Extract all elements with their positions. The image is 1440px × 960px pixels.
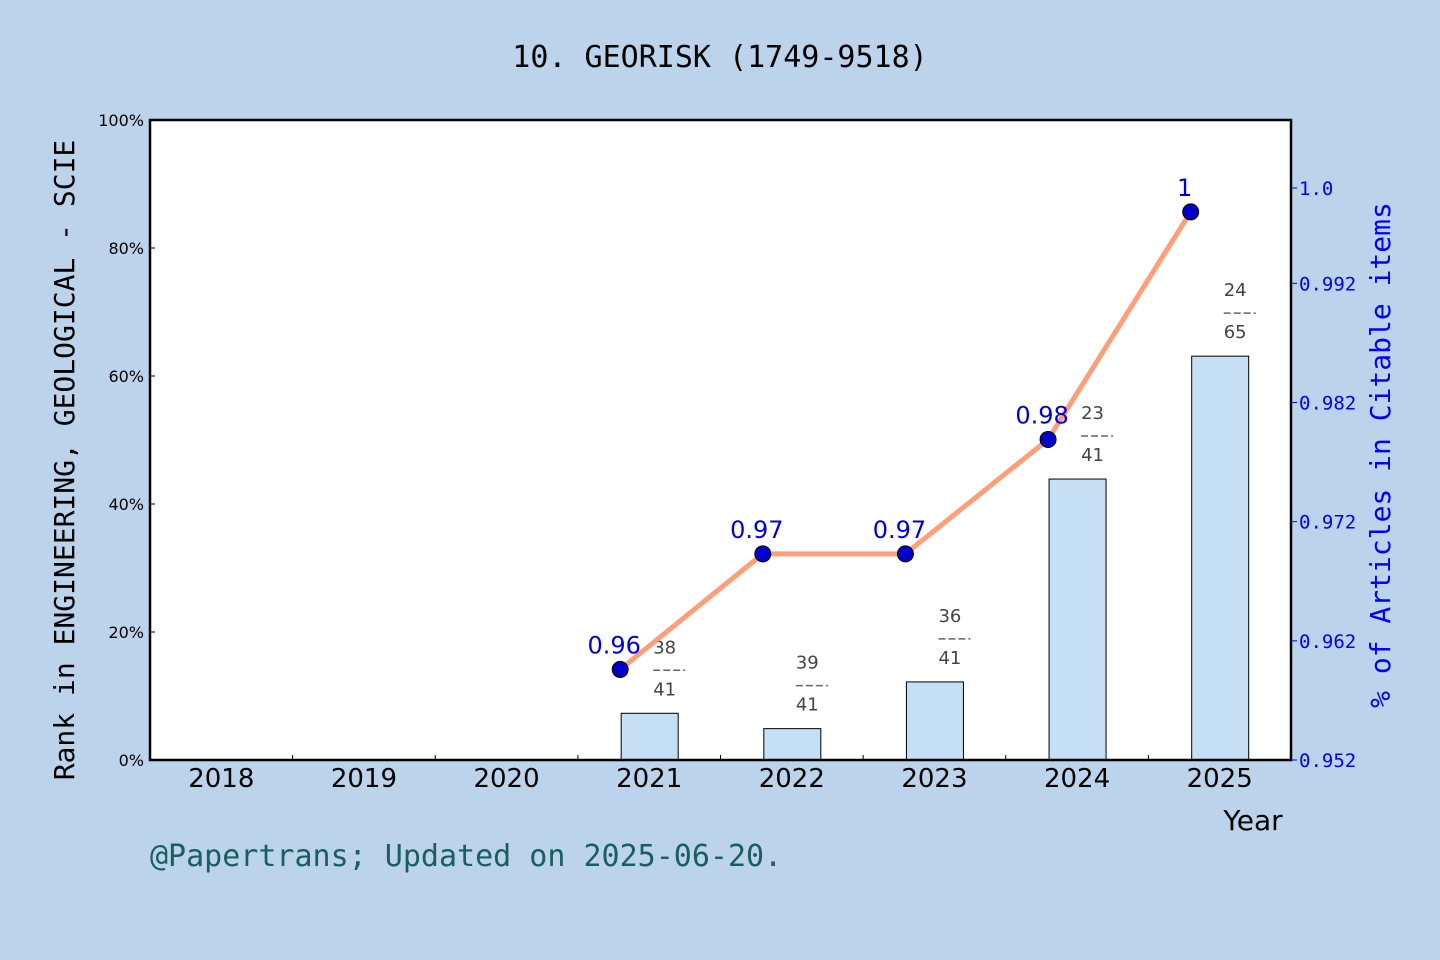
bar-total-label: 41 (1081, 445, 1104, 466)
bar-2025 (1191, 355, 1250, 761)
bar-total-label: 65 (1224, 322, 1247, 343)
y2-tick-label: 0.982 (1299, 393, 1356, 415)
bar-rank-label: 38 (653, 637, 676, 658)
x-tick-label: 2024 (1044, 764, 1110, 794)
y2-tick-label: 0.972 (1299, 512, 1356, 534)
x-tick-label: 2021 (616, 764, 682, 794)
y-tick-label: 20% (108, 623, 144, 642)
chart-title: 10. GEORISK (1749-9518) (512, 40, 927, 75)
bar-2021 (620, 712, 679, 761)
line-point-label: 0.97 (730, 516, 783, 544)
y2-tick-label: 0.952 (1299, 750, 1356, 772)
bar-total-label: 41 (938, 648, 961, 669)
line-point-label: 0.97 (873, 516, 926, 544)
y-tick-label: 60% (108, 367, 144, 386)
x-tick-label: 2022 (759, 764, 825, 794)
y-axis-label: Rank in ENGINEERING, GEOLOGICAL - SCIE (48, 140, 81, 781)
line-point-label: 0.98 (1015, 401, 1068, 429)
line-point-2025 (1182, 203, 1200, 221)
line-point-2024 (1039, 430, 1057, 448)
bar-2024 (1048, 478, 1107, 761)
y-tick-label: 80% (108, 239, 144, 258)
y2-tick-label: 0.962 (1299, 631, 1356, 653)
x-tick-label: 2018 (188, 764, 254, 794)
y2-axis-label: % of Articles in Citable items (1364, 202, 1397, 708)
y-tick-label: 40% (108, 495, 144, 514)
line-point-2023 (896, 545, 914, 563)
y-tick-label: 0% (119, 751, 144, 770)
bar-2022 (763, 728, 822, 761)
y2-tick-label: 1.0 (1299, 178, 1333, 200)
x-axis-label: Year (1222, 804, 1283, 837)
x-tick-label: 2025 (1187, 764, 1253, 794)
bar-total-label: 41 (796, 695, 819, 716)
line-point-2021 (611, 660, 629, 678)
x-tick-label: 2020 (473, 764, 539, 794)
line-point-label: 0.96 (587, 631, 640, 659)
bar-rank-label: 36 (938, 606, 961, 627)
x-tick-label: 2019 (331, 764, 397, 794)
y-tick-label: 100% (98, 111, 144, 130)
y2-tick-label: 0.992 (1299, 273, 1356, 295)
line-point-2022 (754, 545, 772, 563)
line-point-label: 1 (1177, 174, 1192, 202)
footer-note: @Papertrans; Updated on 2025-06-20. (150, 839, 782, 874)
plot-frame (148, 118, 1293, 762)
bar-total-label: 41 (653, 679, 676, 700)
x-tick-label: 2023 (901, 764, 967, 794)
bar-2023 (905, 681, 964, 761)
plot-area (150, 120, 1291, 760)
bar-rank-label: 23 (1081, 403, 1104, 424)
bar-rank-label: 39 (796, 653, 819, 674)
bar-rank-label: 24 (1224, 280, 1247, 301)
